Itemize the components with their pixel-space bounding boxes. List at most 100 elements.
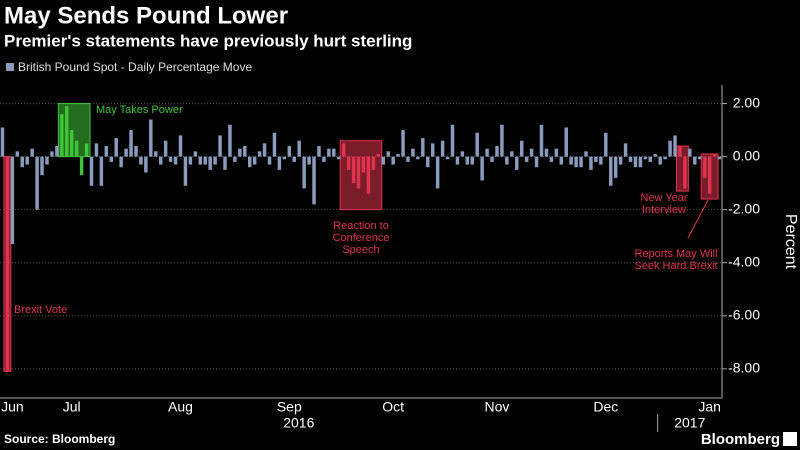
- annotation-text: New Year: [640, 192, 687, 204]
- bar: [663, 156, 667, 160]
- x-tick-label: Jan: [698, 399, 721, 415]
- bar: [440, 140, 445, 157]
- bar: [346, 156, 351, 170]
- bar: [386, 151, 390, 157]
- bar: [495, 146, 499, 157]
- bar: [262, 143, 267, 157]
- bar: [5, 156, 10, 372]
- bar: [599, 156, 603, 165]
- bar: [282, 156, 287, 160]
- bar: [287, 146, 292, 157]
- bar: [238, 148, 242, 157]
- y-tick-label: -4.00: [728, 253, 760, 269]
- bar: [584, 151, 588, 157]
- bar: [391, 156, 395, 165]
- bar: [168, 156, 173, 162]
- bar: [297, 140, 301, 157]
- bar: [109, 156, 113, 162]
- bar: [317, 146, 321, 157]
- bar: [594, 156, 598, 162]
- bar: [0, 127, 5, 157]
- bar: [406, 156, 410, 162]
- bar: [248, 156, 252, 168]
- x-tick-label: Nov: [485, 399, 510, 415]
- bar: [618, 156, 623, 165]
- bar: [381, 156, 385, 165]
- annotation-box: [675, 145, 689, 192]
- bar: [50, 151, 54, 157]
- bar: [218, 135, 222, 157]
- bar: [648, 156, 653, 162]
- bar: [430, 143, 435, 157]
- bar: [668, 140, 672, 157]
- bar: [539, 124, 544, 157]
- bar: [490, 156, 494, 162]
- bar: [698, 156, 702, 160]
- bar: [450, 124, 455, 157]
- bar: [534, 156, 539, 168]
- bar: [510, 151, 514, 157]
- year-label: 2016: [283, 415, 314, 431]
- bar: [114, 138, 118, 157]
- bar: [564, 127, 568, 157]
- y-tick-label: -2.00: [728, 200, 760, 216]
- x-tick-label: Jul: [63, 399, 81, 415]
- bar: [643, 156, 648, 160]
- bar: [30, 148, 34, 157]
- bar: [55, 146, 59, 157]
- bar: [341, 143, 346, 157]
- annotation-pointer: [687, 199, 709, 239]
- bar: [544, 148, 549, 157]
- bar: [485, 148, 489, 157]
- bar: [119, 156, 123, 168]
- bar: [337, 156, 341, 160]
- bar: [144, 156, 148, 173]
- bar: [579, 156, 583, 168]
- x-tick-label: Oct: [382, 399, 404, 415]
- bar: [312, 156, 316, 205]
- bar: [267, 156, 272, 165]
- annotation-text: Reaction to: [333, 220, 389, 232]
- bar: [124, 148, 128, 157]
- y-tick-label: -6.00: [728, 306, 760, 322]
- bar: [455, 156, 460, 165]
- bar: [228, 124, 232, 157]
- bar: [519, 140, 524, 157]
- bar: [475, 132, 479, 157]
- bar: [628, 156, 633, 162]
- bar: [683, 156, 687, 189]
- bar: [470, 156, 474, 165]
- bar: [243, 146, 247, 157]
- bar: [356, 156, 361, 189]
- bar: [465, 156, 470, 165]
- bar: [233, 156, 237, 162]
- bar: [371, 156, 376, 170]
- y-tick-label: 2.00: [733, 94, 760, 110]
- annotation-text: Conference: [333, 232, 390, 244]
- bar: [45, 156, 49, 165]
- annotation-text: Reports May Will: [634, 248, 717, 260]
- chart-title: May Sends Pound Lower: [4, 2, 288, 29]
- bar: [678, 146, 682, 157]
- bar: [327, 148, 331, 157]
- bar: [208, 156, 212, 170]
- bar: [134, 146, 138, 157]
- bar: [712, 153, 717, 157]
- bar: [193, 151, 198, 157]
- bar: [633, 156, 638, 168]
- bar: [529, 148, 534, 157]
- bar: [129, 130, 133, 157]
- bar: [149, 119, 153, 157]
- bar: [638, 156, 643, 168]
- bar: [213, 156, 217, 165]
- bar: [376, 153, 381, 157]
- bar: [658, 156, 662, 165]
- annotation-box: [339, 140, 383, 211]
- bar: [84, 143, 89, 157]
- bar: [574, 156, 578, 168]
- bar: [79, 156, 84, 176]
- legend-label: British Pound Spot - Daily Percentage Mo…: [18, 60, 252, 74]
- brand: Bloomberg: [701, 431, 780, 448]
- bar: [277, 156, 282, 170]
